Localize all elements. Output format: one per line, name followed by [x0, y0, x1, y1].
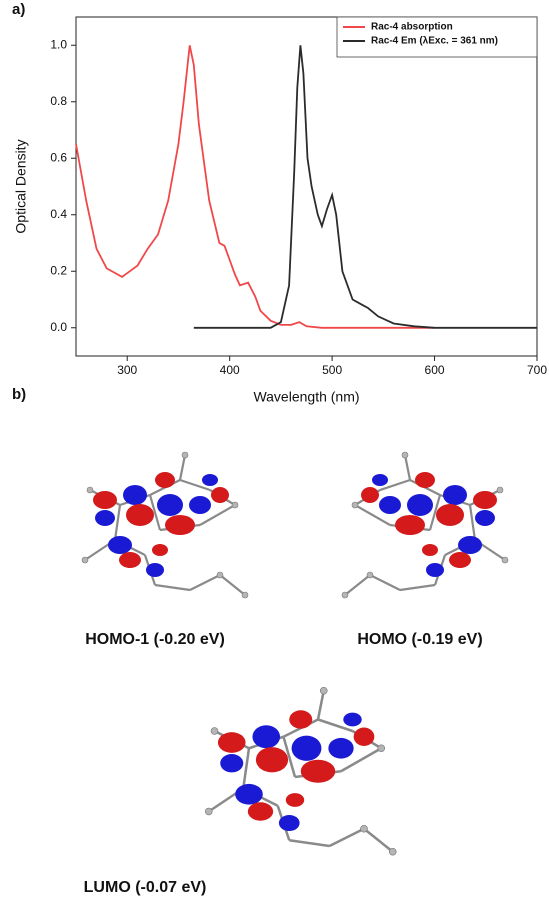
- y-tick-label: 1.0: [50, 37, 67, 51]
- plot-frame: [75, 16, 538, 357]
- y-tick-label: 0.8: [50, 94, 67, 108]
- series-line: [75, 45, 435, 329]
- panel-label: b): [12, 386, 26, 403]
- x-tick-label: 400: [220, 363, 240, 377]
- orbital-image: [340, 450, 510, 600]
- panel-label: a): [12, 1, 25, 18]
- orbital-label: HOMO-1 (-0.20 eV): [85, 631, 225, 648]
- orbital-label: LUMO (-0.07 eV): [84, 879, 207, 896]
- y-tick-label: 0.6: [50, 150, 67, 164]
- orbital-image: [204, 686, 398, 857]
- plot: 0.0 0.2 0.4 0.6 0.8 1.0 300 400 500 600 700 Wavelen…: [13, 16, 547, 405]
- orbital-label: HOMO (-0.19 eV): [357, 631, 482, 648]
- x-axis-label: Wavelength (nm): [253, 389, 359, 405]
- y-tick-label: 0.0: [50, 320, 67, 334]
- x-tick-label: 600: [425, 363, 445, 377]
- orbital-image: [80, 450, 250, 600]
- legend-label: Rac-4 absorption: [371, 22, 453, 33]
- legend-box: [336, 16, 538, 58]
- legend-label: Rac-4 Em (λExc. = 361 nm): [371, 36, 498, 47]
- y-tick-label: 0.2: [50, 263, 67, 277]
- y-tick-label: 0.4: [50, 207, 67, 221]
- y-axis-label: Optical Density: [13, 139, 29, 233]
- x-tick-label: 300: [117, 363, 137, 377]
- x-tick-label: 700: [527, 363, 547, 377]
- series-line: [193, 45, 537, 329]
- x-tick-label: 500: [322, 363, 342, 377]
